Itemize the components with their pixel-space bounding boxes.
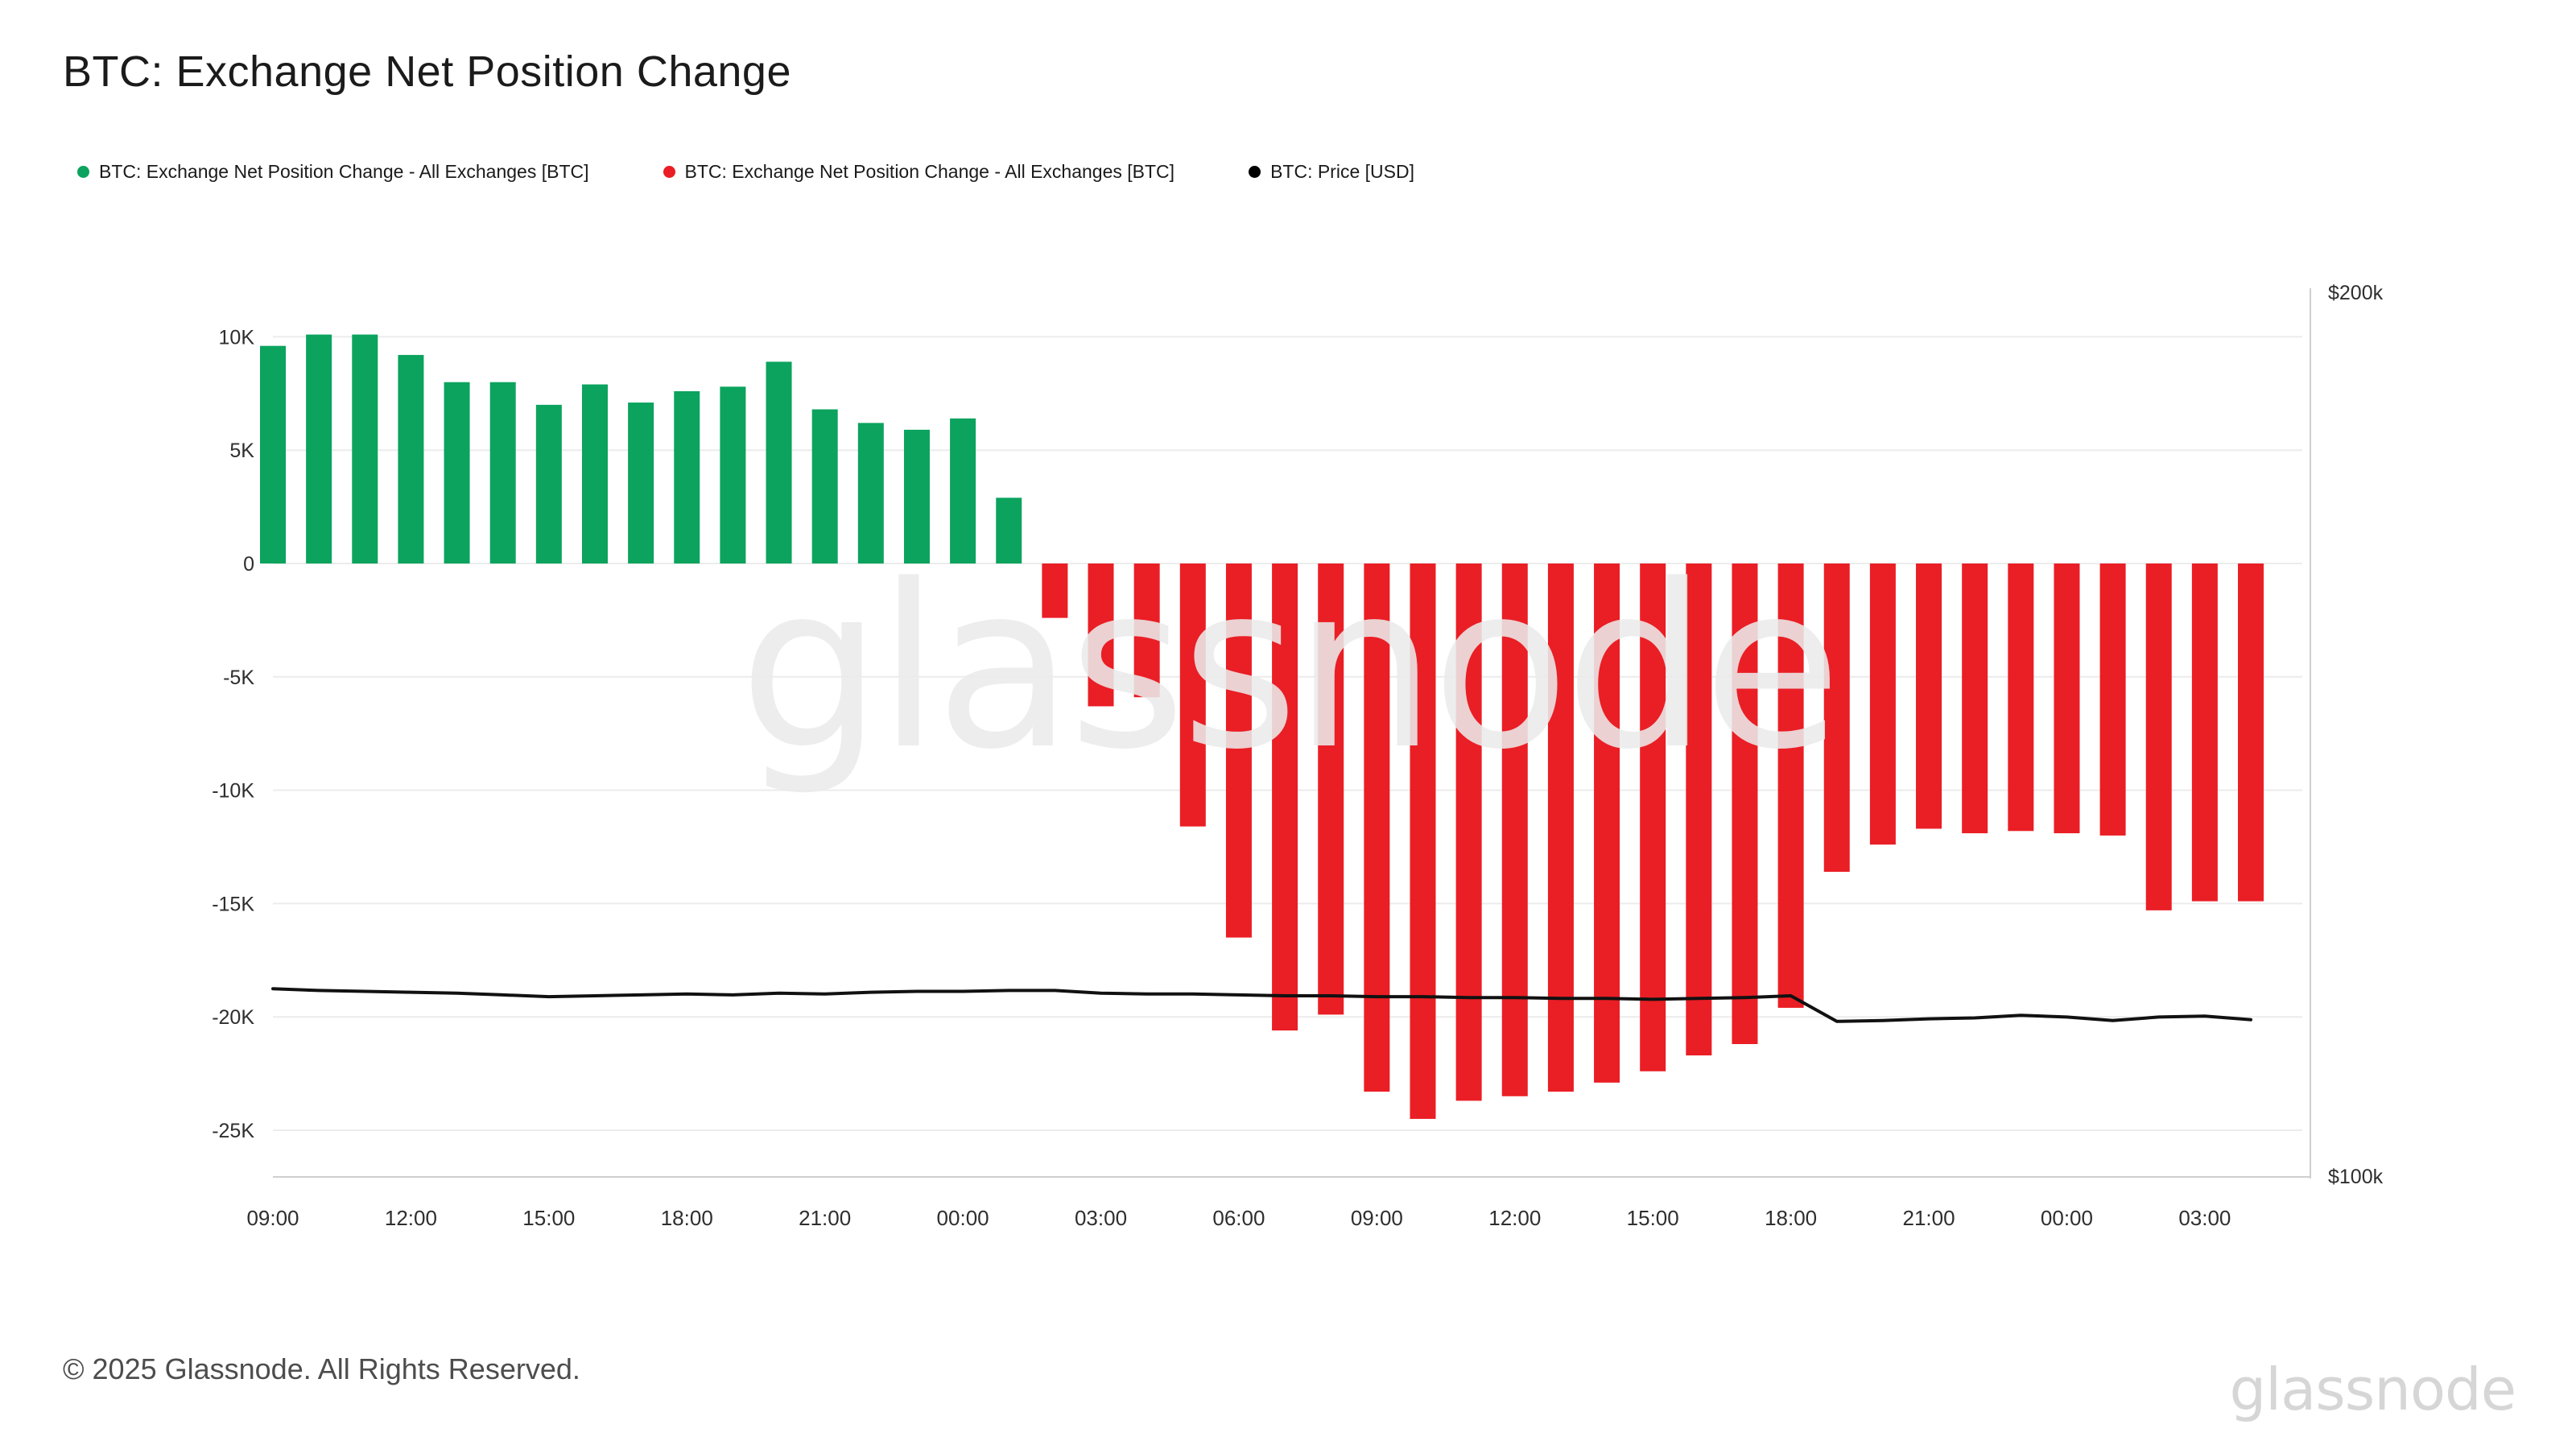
x-axis-label: 09:00: [246, 1206, 299, 1230]
x-axis-label: 15:00: [522, 1206, 575, 1230]
legend-label-net-change-red: BTC: Exchange Net Position Change - All …: [684, 161, 1175, 182]
net-position-change-bar[interactable]: [581, 384, 608, 564]
x-axis-label: 18:00: [1765, 1206, 1817, 1230]
net-position-change-bar[interactable]: [1088, 564, 1114, 707]
x-axis-label: 15:00: [1627, 1206, 1679, 1230]
left-axis-label: -20K: [212, 1006, 254, 1029]
net-position-change-bar[interactable]: [444, 382, 470, 564]
legend-label-net-change-green: BTC: Exchange Net Position Change - All …: [99, 161, 589, 182]
net-position-change-bar[interactable]: [1594, 564, 1620, 1083]
net-position-change-bar[interactable]: [2008, 564, 2034, 832]
net-position-change-bar[interactable]: [2145, 564, 2172, 910]
net-position-change-bar[interactable]: [1916, 564, 1942, 829]
btc-price-line: [271, 987, 2253, 1023]
legend-item-net-change-green[interactable]: BTC: Exchange Net Position Change - All …: [77, 161, 589, 183]
net-position-change-bar[interactable]: [1272, 564, 1298, 1031]
x-axis-label: 21:00: [799, 1206, 851, 1230]
net-position-change-bar[interactable]: [903, 429, 930, 564]
net-position-change-bar[interactable]: [398, 354, 424, 564]
page-title: BTC: Exchange Net Position Change: [63, 47, 791, 96]
x-axis-label: 12:00: [1488, 1206, 1541, 1230]
left-axis-label: 5K: [229, 440, 254, 462]
net-position-change-bar[interactable]: [1225, 564, 1252, 938]
net-position-change-bar[interactable]: [2099, 564, 2126, 836]
x-axis-label: 18:00: [661, 1206, 713, 1230]
net-position-change-bar[interactable]: [1686, 564, 1712, 1056]
net-position-change-bar[interactable]: [1133, 564, 1160, 698]
x-axis-label: 06:00: [1212, 1206, 1265, 1230]
net-position-change-bar[interactable]: [1777, 564, 1804, 1008]
net-position-change-bar[interactable]: [535, 404, 562, 564]
net-position-change-bar[interactable]: [1962, 564, 1988, 834]
net-position-change-bar[interactable]: [306, 334, 332, 564]
net-position-change-bar[interactable]: [352, 334, 378, 564]
net-position-change-bar[interactable]: [996, 497, 1022, 564]
net-position-change-bar[interactable]: [1732, 564, 1758, 1044]
x-axis-label: 00:00: [937, 1206, 989, 1230]
net-position-change-bar[interactable]: [766, 361, 792, 564]
net-position-change-bar[interactable]: [1823, 564, 1850, 872]
chart-legend: BTC: Exchange Net Position Change - All …: [77, 161, 1414, 183]
net-position-change-bar[interactable]: [1410, 564, 1436, 1119]
net-position-change-bar[interactable]: [2054, 564, 2080, 834]
legend-red-dot-icon: [663, 166, 675, 178]
left-axis-label: -15K: [212, 893, 254, 915]
net-position-change-bar[interactable]: [1179, 564, 1206, 827]
net-position-change-bar[interactable]: [1364, 564, 1390, 1092]
net-position-change-bar[interactable]: [720, 386, 746, 564]
glassnode-logo: glassnode: [2229, 1356, 2516, 1423]
right-axis-label: $100k: [2328, 1166, 2384, 1188]
net-position-change-bar[interactable]: [950, 418, 976, 564]
net-position-change-bar[interactable]: [1547, 564, 1574, 1092]
legend-black-dot-icon: [1249, 166, 1261, 178]
net-position-change-bar[interactable]: [1455, 564, 1482, 1101]
net-position-change-bar[interactable]: [2191, 564, 2218, 902]
left-axis-label: 0: [243, 553, 254, 576]
net-position-change-bar[interactable]: [2238, 564, 2264, 902]
x-axis-label: 00:00: [2041, 1206, 2093, 1230]
x-axis-label: 21:00: [1903, 1206, 1955, 1230]
net-position-change-bar[interactable]: [1042, 564, 1068, 618]
net-position-change-bar[interactable]: [674, 390, 700, 564]
legend-item-price[interactable]: BTC: Price [USD]: [1249, 161, 1414, 183]
legend-green-dot-icon: [77, 166, 89, 178]
net-position-change-bar[interactable]: [260, 345, 286, 564]
x-axis-label: 03:00: [1075, 1206, 1127, 1230]
net-position-change-bar[interactable]: [1501, 564, 1528, 1096]
x-axis-label: 09:00: [1351, 1206, 1403, 1230]
copyright-text: © 2025 Glassnode. All Rights Reserved.: [63, 1352, 580, 1385]
left-axis-label: 10K: [219, 326, 255, 349]
x-axis-label: 12:00: [385, 1206, 437, 1230]
net-position-change-bar[interactable]: [1318, 564, 1344, 1015]
left-axis-label: -25K: [212, 1120, 254, 1142]
right-axis-label: $200k: [2328, 282, 2384, 304]
net-position-change-bar[interactable]: [489, 382, 516, 564]
net-position-change-bar[interactable]: [857, 423, 884, 564]
left-axis-label: -5K: [223, 667, 254, 689]
net-position-change-bar[interactable]: [1640, 564, 1666, 1071]
net-position-change-bar[interactable]: [1869, 564, 1896, 845]
left-axis-label: -10K: [212, 780, 254, 803]
net-position-change-bar[interactable]: [811, 409, 838, 564]
net-position-change-bar[interactable]: [628, 402, 654, 564]
legend-item-net-change-red[interactable]: BTC: Exchange Net Position Change - All …: [663, 161, 1175, 183]
x-axis-label: 03:00: [2178, 1206, 2231, 1230]
legend-label-price: BTC: Price [USD]: [1270, 161, 1414, 182]
